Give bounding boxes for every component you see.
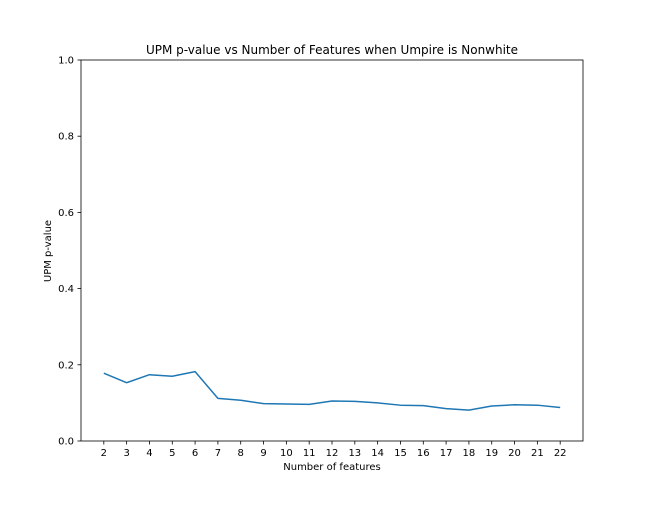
y-axis-label: UPM p-value: [43, 220, 54, 282]
x-tick-label: 5: [169, 448, 175, 459]
x-tick-label: 17: [440, 448, 453, 459]
x-tick-label: 22: [554, 448, 567, 459]
x-tick-label: 12: [326, 448, 339, 459]
y-tick-label: 0.0: [58, 437, 74, 448]
x-axis-label: Number of features: [283, 462, 380, 473]
x-tick-label: 21: [531, 448, 544, 459]
x-tick-label: 14: [371, 448, 384, 459]
x-tick-label: 10: [280, 448, 293, 459]
x-tick-label: 16: [417, 448, 430, 459]
x-tick-label: 6: [192, 448, 198, 459]
x-tick-label: 13: [348, 448, 361, 459]
x-tick-label: 20: [508, 448, 521, 459]
x-tick-label: 3: [123, 448, 129, 459]
x-tick-label: 8: [238, 448, 244, 459]
x-tick-label: 9: [260, 448, 266, 459]
x-tick-label: 15: [394, 448, 407, 459]
x-tick-label: 18: [463, 448, 476, 459]
x-tick-label: 7: [215, 448, 221, 459]
x-tick-label: 19: [485, 448, 498, 459]
chart-title: UPM p-value vs Number of Features when U…: [146, 43, 518, 57]
y-tick-label: 0.6: [58, 208, 74, 219]
x-tick-label: 4: [146, 448, 152, 459]
y-tick-label: 0.2: [58, 360, 74, 371]
y-tick-label: 0.8: [58, 132, 74, 143]
y-tick-label: 1.0: [58, 56, 74, 67]
x-tick-label: 11: [303, 448, 316, 459]
x-tick-label: 2: [101, 448, 107, 459]
y-tick-label: 0.4: [58, 284, 74, 295]
